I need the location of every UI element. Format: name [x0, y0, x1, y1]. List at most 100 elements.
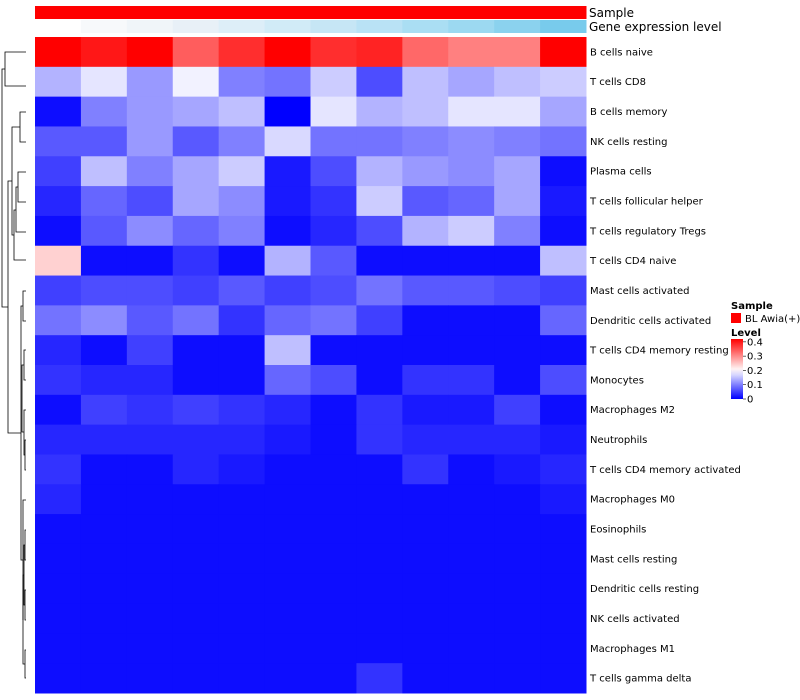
heatmap-cell — [80, 215, 128, 247]
heatmap-cell — [126, 96, 174, 127]
heatmap-cell — [80, 126, 128, 157]
heatmap-cell — [172, 215, 220, 247]
heatmap-cell — [448, 305, 495, 336]
heatmap-cell — [310, 633, 357, 664]
heatmap-cell — [35, 275, 82, 306]
heatmap-cell — [35, 126, 82, 157]
heatmap-cell — [126, 663, 174, 694]
heatmap-cell — [448, 603, 495, 634]
heatmap-cell — [264, 305, 311, 336]
heatmap-cell — [540, 335, 587, 366]
legend-level-colorbar — [731, 339, 743, 399]
heatmap-cell — [218, 156, 266, 187]
heatmap-cell — [80, 275, 128, 306]
legend-sample-swatch — [731, 313, 741, 323]
heatmap-cell — [126, 633, 174, 664]
heatmap-cell — [310, 365, 357, 396]
heatmap-cell — [126, 394, 174, 426]
heatmap-cell — [80, 37, 128, 68]
heatmap-cell — [494, 633, 541, 664]
heatmap-cell — [494, 275, 541, 306]
heatmap-cell — [80, 603, 128, 634]
gene-expression-annotation-cell — [310, 20, 357, 33]
row-label: T cells CD4 memory resting — [589, 346, 729, 357]
heatmap-cell — [402, 543, 449, 575]
heatmap-cell — [35, 215, 82, 247]
heatmap-cell — [218, 365, 266, 396]
heatmap-cell — [540, 603, 587, 634]
heatmap-cell — [35, 156, 82, 187]
heatmap-cell — [172, 454, 220, 485]
heatmap-cell — [35, 424, 82, 455]
heatmap-cell — [494, 37, 541, 68]
heatmap-cell — [310, 663, 357, 694]
heatmap-cell — [310, 394, 357, 426]
heatmap-cell — [310, 424, 357, 455]
heatmap-cell — [540, 156, 587, 187]
sample-annotation-cell — [218, 6, 266, 19]
heatmap-cell — [310, 186, 357, 217]
heatmap-cell — [35, 335, 82, 366]
heatmap-cell — [540, 186, 587, 217]
heatmap-cell — [172, 394, 220, 426]
heatmap-cell — [80, 186, 128, 217]
heatmap-cell — [356, 335, 403, 366]
heatmap-cell — [402, 633, 449, 664]
heatmap-cell — [402, 514, 449, 545]
row-label: Dendritic cells resting — [590, 584, 699, 595]
legend-level-ticks: 0 0.1 0.2 0.3 0.4 — [743, 337, 763, 406]
heatmap-cell — [540, 663, 587, 694]
sample-annotation-cell — [35, 6, 82, 19]
heatmap-cell — [310, 245, 357, 277]
heatmap-cell — [448, 633, 495, 664]
heatmap-cell — [172, 424, 220, 455]
heatmap-cell — [80, 156, 128, 187]
heatmap-cell — [172, 126, 220, 157]
heatmap-cell — [218, 66, 266, 98]
heatmap-cell — [540, 126, 587, 157]
sample-annotation-track — [35, 6, 587, 19]
heatmap-cell — [172, 186, 220, 217]
heatmap-cell — [172, 37, 220, 68]
heatmap-cell — [310, 573, 357, 605]
heatmap-cell — [356, 96, 403, 127]
heatmap-cell — [80, 96, 128, 127]
heatmap-cell — [264, 215, 311, 247]
heatmap-cell — [126, 156, 174, 187]
heatmap-cell — [80, 663, 128, 694]
heatmap-cell — [356, 543, 403, 575]
heatmap-cell — [126, 245, 174, 277]
gene-expression-annotation-cell — [356, 20, 403, 33]
heatmap-cell — [356, 603, 403, 634]
heatmap-cell — [356, 514, 403, 545]
heatmap-cell — [356, 66, 403, 98]
row-label: Macrophages M0 — [590, 495, 675, 506]
heatmap-cell — [494, 394, 541, 426]
heatmap-cell — [310, 156, 357, 187]
gene-expression-annotation-cell — [402, 20, 449, 33]
heatmap-cell — [35, 663, 82, 694]
heatmap-cell — [35, 603, 82, 634]
sample-annotation-cell — [172, 6, 220, 19]
sample-annotation-label: Sample — [589, 6, 634, 20]
heatmap-cell — [540, 96, 587, 127]
heatmap-cell — [172, 603, 220, 634]
heatmap-cell — [310, 454, 357, 485]
heatmap-cell — [402, 66, 449, 98]
heatmap-cell — [264, 394, 311, 426]
heatmap-cell — [218, 96, 266, 127]
heatmap-cell — [494, 603, 541, 634]
row-label: Macrophages M1 — [590, 644, 675, 655]
heatmap-cell — [448, 66, 495, 98]
row-labels: B cells naive T cells CD8 B cells memory NK… — [589, 47, 741, 684]
heatmap-cell — [356, 394, 403, 426]
legend: Sample BL Awia(+) Level 0 0.1 0.2 0.3 0.4 — [731, 301, 800, 406]
heatmap-cell — [218, 454, 266, 485]
heatmap-cell — [35, 454, 82, 485]
heatmap-cell — [126, 66, 174, 98]
heatmap-cell — [448, 514, 495, 545]
heatmap-cell — [172, 663, 220, 694]
heatmap-cell — [35, 37, 82, 68]
heatmap-cell — [35, 186, 82, 217]
heatmap-cell — [80, 305, 128, 336]
